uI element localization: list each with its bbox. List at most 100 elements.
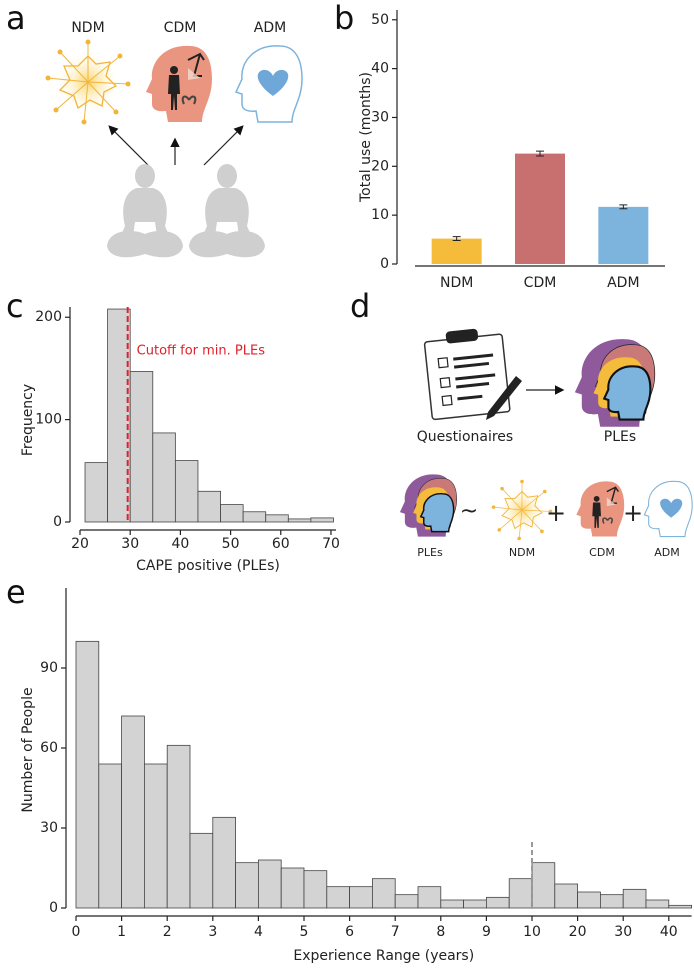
- bar: [417, 886, 442, 909]
- histogram-bar: [129, 371, 154, 523]
- x-tick-label: 60: [272, 536, 290, 552]
- panel-letter: a: [6, 0, 26, 37]
- x-tick-label: 30: [614, 924, 632, 940]
- pen-icon: [486, 376, 522, 420]
- label: NDM: [509, 546, 535, 559]
- bar: [326, 886, 350, 909]
- y-axis-label: Frequency: [20, 384, 36, 456]
- x-tick-label: 6: [345, 924, 354, 940]
- histogram-bar: [310, 517, 334, 523]
- bar: [668, 904, 692, 909]
- bar: [257, 859, 282, 909]
- panel-letter: c: [6, 287, 24, 325]
- y-axis-label: Number of People: [20, 687, 36, 812]
- bar: [371, 878, 396, 909]
- ndm-icon: [491, 479, 553, 541]
- label: Questionaires: [417, 429, 513, 445]
- bar: [280, 867, 305, 909]
- bar: [515, 153, 565, 264]
- bar: [143, 763, 168, 909]
- bar: [189, 832, 214, 909]
- bar: [463, 899, 487, 909]
- x-tick-label: 70: [322, 536, 340, 552]
- panel-d: Questionaires PLEs ~ + + PLEs NDM CDM AD…: [400, 328, 692, 559]
- bar: [394, 894, 419, 909]
- bar: [577, 891, 601, 909]
- label: PLEs: [417, 546, 443, 559]
- histogram-bar: [174, 460, 199, 523]
- label: CDM: [589, 546, 615, 559]
- bar: [166, 744, 191, 909]
- y-tick-label: 20: [371, 158, 389, 174]
- bar: [600, 894, 624, 909]
- ples-icon: [575, 339, 655, 427]
- histogram-bar: [287, 518, 312, 523]
- histogram-bar: [242, 511, 267, 523]
- bar: [212, 816, 237, 909]
- panel-letter: e: [6, 573, 26, 611]
- bar: [622, 888, 647, 909]
- bar: [485, 896, 510, 909]
- histogram-bar: [265, 514, 289, 523]
- x-tick-label: 1: [117, 924, 126, 940]
- y-tick-label: 10: [371, 207, 389, 223]
- x-tick-label: 30: [121, 536, 139, 552]
- bar: [98, 763, 123, 909]
- x-axis-label: CAPE positive (PLEs): [136, 558, 280, 574]
- person-icon: [107, 164, 183, 258]
- histogram-bar: [84, 462, 109, 523]
- x-tick-label: NDM: [440, 275, 473, 291]
- ndm-icon: [44, 38, 132, 126]
- x-tick-label: 9: [482, 924, 491, 940]
- x-tick-label: 2: [163, 924, 172, 940]
- y-tick-label: 40: [371, 61, 389, 77]
- bar: [531, 862, 556, 909]
- y-tick-label: 50: [371, 12, 389, 28]
- x-tick-label: 3: [208, 924, 217, 940]
- histogram-bar: [152, 432, 176, 523]
- x-axis-label: Experience Range (years): [293, 948, 474, 964]
- x-tick-label: 20: [71, 536, 89, 552]
- y-tick-label: 30: [40, 820, 58, 836]
- bar: [303, 870, 328, 909]
- clipboard-icon: [423, 328, 511, 421]
- x-tick-label: ADM: [607, 275, 639, 291]
- x-tick-label: CDM: [524, 275, 557, 291]
- bar: [440, 899, 464, 909]
- bar: [75, 640, 100, 909]
- bar: [235, 862, 259, 909]
- person-icon: [189, 164, 265, 258]
- bar: [645, 899, 670, 909]
- x-tick-label: 5: [300, 924, 309, 940]
- y-tick-label: 0: [49, 900, 58, 916]
- bar: [431, 238, 482, 264]
- panel-a: NDM CDM ADM: [44, 20, 303, 258]
- x-tick-label: 20: [569, 924, 587, 940]
- adm-icon: [236, 46, 302, 122]
- bar: [508, 878, 533, 909]
- operator: +: [623, 499, 643, 527]
- label: CDM: [164, 20, 197, 36]
- x-tick-label: 10: [523, 924, 541, 940]
- y-tick-label: 90: [40, 660, 58, 676]
- y-tick-label: 60: [40, 740, 58, 756]
- bar: [121, 715, 145, 909]
- operator: +: [546, 499, 566, 527]
- y-tick-label: 200: [35, 309, 62, 325]
- label: PLEs: [604, 429, 636, 445]
- histogram-bar: [220, 504, 244, 523]
- label: NDM: [71, 20, 104, 36]
- histogram-bar: [197, 490, 221, 523]
- panel-letter: d: [350, 287, 370, 325]
- cutoff-label: Cutoff for min. PLEs: [137, 344, 266, 359]
- bar: [598, 206, 649, 264]
- y-tick-label: 100: [35, 412, 62, 428]
- error-bar: [619, 204, 628, 210]
- ples-icon: [400, 474, 457, 536]
- x-tick-label: 7: [391, 924, 400, 940]
- x-tick-label: 50: [222, 536, 240, 552]
- bar: [554, 883, 578, 909]
- error-bar: [452, 236, 461, 242]
